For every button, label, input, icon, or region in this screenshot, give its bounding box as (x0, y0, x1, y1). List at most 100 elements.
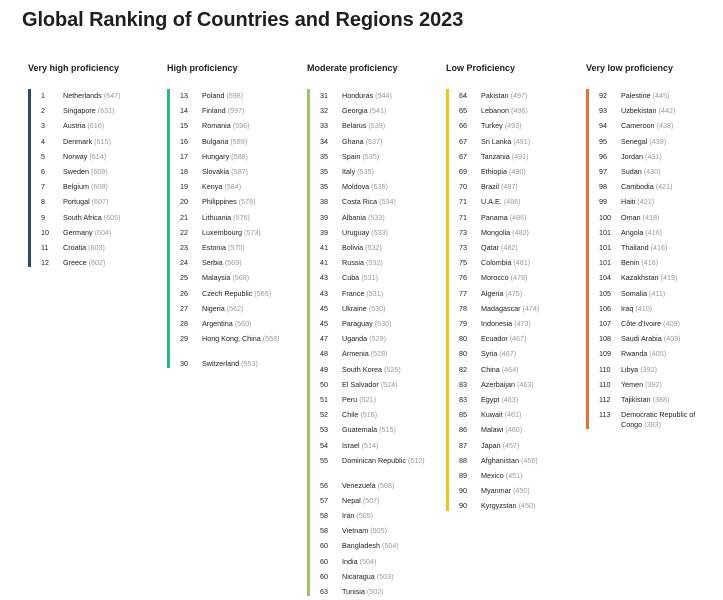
country-label: Colombia (481, 258, 514, 268)
proficiency-color-bar (586, 89, 589, 429)
rank-number: 30 (180, 359, 188, 368)
column-title: Moderate proficiency (307, 63, 398, 73)
country-label: U.A.E. (481, 197, 504, 207)
country-name: Nigeria (562) (202, 304, 290, 314)
country-label: Lithuania (202, 212, 234, 222)
proficiency-score: (533) (371, 227, 388, 237)
country-name: Romania (596) (202, 121, 290, 131)
country-name: Jordan (431) (621, 152, 709, 162)
rank-number: 45 (320, 303, 328, 313)
country-label: Uruguay (342, 227, 372, 237)
country-name: Venezuela (508) (342, 481, 430, 491)
country-name: Ukraine (530) (342, 304, 430, 314)
rank-number: 63 (320, 587, 328, 596)
country-label: France (342, 288, 367, 298)
rank-number: 1 (41, 91, 45, 100)
proficiency-score: (491) (513, 136, 531, 146)
rank-number: 57 (320, 495, 328, 505)
country-label: Malawi (481, 425, 506, 435)
country-label: Bangladesh (342, 541, 382, 551)
proficiency-score: (430) (643, 167, 661, 176)
country-name: Spain (535) (342, 152, 430, 162)
rank-number: 106 (599, 303, 611, 313)
country-label: Bulgaria (202, 136, 231, 146)
proficiency-color-bar (446, 89, 449, 511)
country-label: Algeria (481, 288, 506, 298)
country-name: Czech Republic (569) (202, 289, 290, 299)
proficiency-score: (514) (361, 440, 379, 450)
country-label: Romania (202, 121, 233, 131)
proficiency-score: (416) (650, 243, 668, 252)
country-label: Morocco (481, 273, 511, 283)
country-name: Indonesia (473) (481, 319, 569, 329)
proficiency-score: (535) (357, 167, 374, 176)
proficiency-score: (409) (663, 319, 680, 328)
country-name: Algeria (475) (481, 289, 569, 299)
rank-number: 92 (599, 91, 607, 100)
rank-number: 113 (599, 410, 611, 420)
country-label: Armenia (342, 349, 371, 359)
country-name: Finland (597) (202, 106, 290, 116)
country-label: Nepal (342, 495, 363, 505)
proficiency-score: (491) (511, 151, 529, 161)
rank-number: 13 (180, 91, 188, 100)
country-label: Kazakhstan (621, 273, 661, 283)
column-title: Low Proficiency (446, 63, 516, 73)
proficiency-score: (553) (241, 359, 258, 368)
proficiency-score: (544) (375, 91, 392, 100)
proficiency-score: (597) (227, 106, 245, 116)
proficiency-score: (573) (243, 227, 261, 237)
rank-number: 35 (320, 182, 328, 192)
proficiency-score: (533) (367, 212, 385, 222)
proficiency-score: (474) (522, 303, 540, 313)
rank-number: 10 (41, 227, 49, 237)
country-name: Sudan (430) (621, 167, 709, 177)
rank-number: 50 (320, 379, 328, 389)
country-label: Finland (202, 106, 228, 116)
country-name: Rwanda (405) (621, 349, 709, 359)
rank-number: 6 (41, 167, 45, 176)
rank-number: 77 (459, 288, 467, 298)
rank-number: 29 (180, 334, 188, 344)
country-name: Qatar (482) (481, 243, 569, 253)
country-name: Albania (533) (342, 213, 430, 223)
proficiency-score: (383) (644, 419, 661, 429)
rank-number: 41 (320, 258, 328, 268)
country-name: Belgium (608) (63, 182, 151, 192)
country-label: Chile (342, 410, 361, 420)
country-name: Côte d'Ivoire (409) (621, 319, 709, 329)
country-label: Malaysia (202, 273, 233, 283)
proficiency-score: (558) (262, 334, 280, 344)
proficiency-score: (505) (356, 511, 374, 520)
proficiency-score: (512) (407, 455, 425, 465)
country-name: Peru (521) (342, 395, 430, 405)
rank-number: 79 (459, 319, 467, 328)
country-label: Libya (621, 364, 641, 374)
country-name: Dominican Republic (512) (342, 456, 430, 466)
country-name: Democratic Republic of Congo (383) (621, 410, 709, 429)
country-name: Poland (598) (202, 91, 290, 101)
proficiency-score: (508) (377, 480, 395, 490)
country-label: Moldova (342, 182, 372, 192)
country-name: Somalia (411) (621, 289, 709, 299)
country-label: Mexico (481, 471, 506, 480)
country-label: Belgium (63, 182, 91, 192)
rank-number: 17 (180, 151, 188, 161)
proficiency-color-bar (307, 89, 310, 597)
proficiency-score: (569) (254, 288, 272, 298)
proficiency-score: (598) (226, 91, 244, 100)
country-label: Iraq (621, 303, 636, 313)
rank-number: 21 (180, 212, 188, 222)
rank-number: 38 (320, 197, 328, 207)
proficiency-score: (507) (362, 495, 380, 505)
rank-number: 88 (459, 455, 467, 465)
rank-number: 39 (320, 212, 328, 222)
rank-number: 34 (320, 136, 328, 146)
country-name: Afghanistan (456) (481, 456, 569, 466)
country-name: Estonia (570) (202, 243, 290, 253)
proficiency-score: (631) (97, 106, 115, 116)
country-label: South Africa (63, 212, 104, 222)
country-name: Lithuania (576) (202, 213, 290, 223)
country-label: Italy (342, 167, 358, 176)
rank-number: 73 (459, 227, 467, 237)
